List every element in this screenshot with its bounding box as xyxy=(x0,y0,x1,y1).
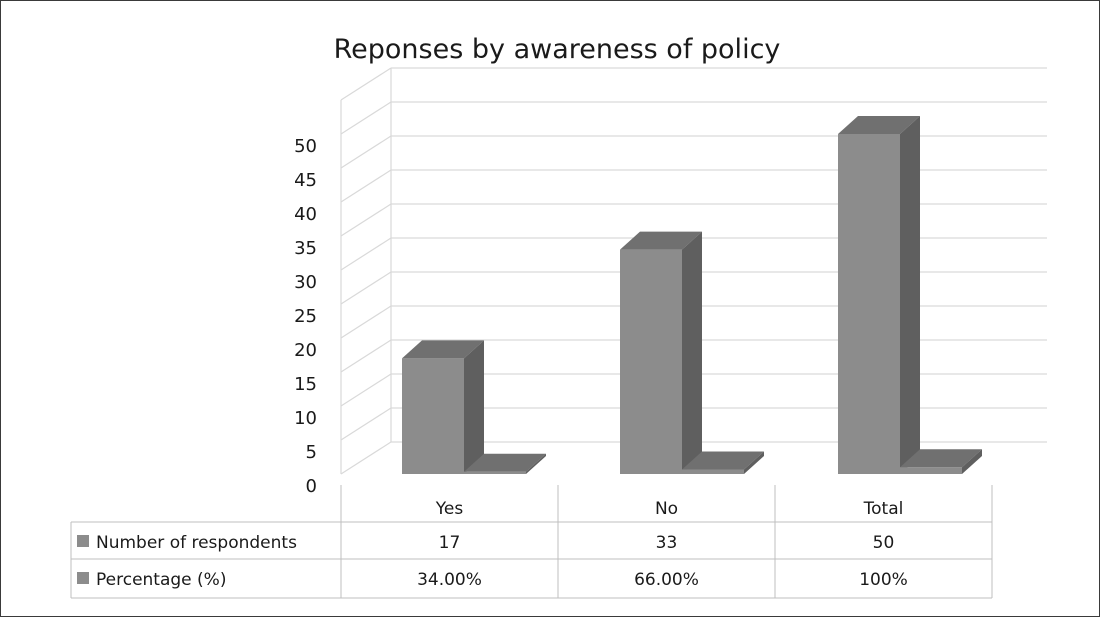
gridline-side xyxy=(340,169,392,203)
bar-top xyxy=(620,231,702,250)
y-tick-label: 30 xyxy=(294,272,317,293)
legend-key xyxy=(77,535,89,547)
gridline-side xyxy=(340,135,392,169)
gridline-side xyxy=(340,339,392,373)
legend-key xyxy=(77,572,89,584)
bar-side xyxy=(526,453,546,474)
bar-side xyxy=(682,231,702,474)
bar xyxy=(402,358,464,474)
bar-side xyxy=(464,340,484,474)
x-category-label: Yes xyxy=(435,499,464,519)
table-cell: 66.00% xyxy=(634,570,699,590)
y-tick-label: 25 xyxy=(294,306,317,327)
gridline-side xyxy=(340,101,392,135)
gridline-side xyxy=(340,67,392,101)
bar-top xyxy=(402,340,484,359)
y-tick-label: 50 xyxy=(294,136,317,157)
y-tick-label: 15 xyxy=(294,374,317,395)
data-table: Yes No Total Number of respondents 17 33 50 Per… xyxy=(70,485,993,599)
y-tick-label: 45 xyxy=(294,170,317,191)
y-tick-label: 40 xyxy=(294,204,317,225)
bar xyxy=(464,471,526,474)
bar-top xyxy=(682,451,764,470)
gridline-side xyxy=(340,373,392,407)
gridlines xyxy=(340,67,1047,475)
table-cell: 17 xyxy=(439,533,461,553)
bar-side xyxy=(744,451,764,474)
y-tick-label: 10 xyxy=(294,408,317,429)
y-tick-label: 35 xyxy=(294,238,317,259)
y-tick-label: 5 xyxy=(306,442,317,463)
y-axis-ticks: 0 5 10 15 20 25 30 35 40 45 50 xyxy=(294,136,317,497)
y-tick-label: 20 xyxy=(294,340,317,361)
gridline-side xyxy=(340,203,392,237)
gridline-side xyxy=(340,407,392,441)
bar-side xyxy=(962,449,982,474)
bar xyxy=(838,134,900,474)
gridline-side xyxy=(340,441,392,475)
bars xyxy=(402,116,982,474)
bar-top xyxy=(464,453,546,472)
x-category-label: No xyxy=(655,499,678,519)
table-cell: 100% xyxy=(859,570,908,590)
table-cell: 34.00% xyxy=(417,570,482,590)
bar-top xyxy=(900,449,982,468)
x-category-label: Total xyxy=(863,499,904,519)
bar-top xyxy=(838,116,920,134)
bar xyxy=(900,467,962,474)
bar xyxy=(620,249,682,474)
gridline-side xyxy=(340,237,392,271)
bar xyxy=(682,469,744,474)
table-cell: 33 xyxy=(656,533,678,553)
bar-side xyxy=(900,116,920,474)
y-tick-label: 0 xyxy=(306,476,317,497)
gridline-side xyxy=(340,271,392,305)
chart-title: Reponses by awareness of policy xyxy=(334,34,781,65)
table-row-label: Percentage (%) xyxy=(96,570,226,590)
gridline-side xyxy=(340,305,392,339)
table-cell: 50 xyxy=(873,533,895,553)
table-row-label: Number of respondents xyxy=(96,533,297,553)
